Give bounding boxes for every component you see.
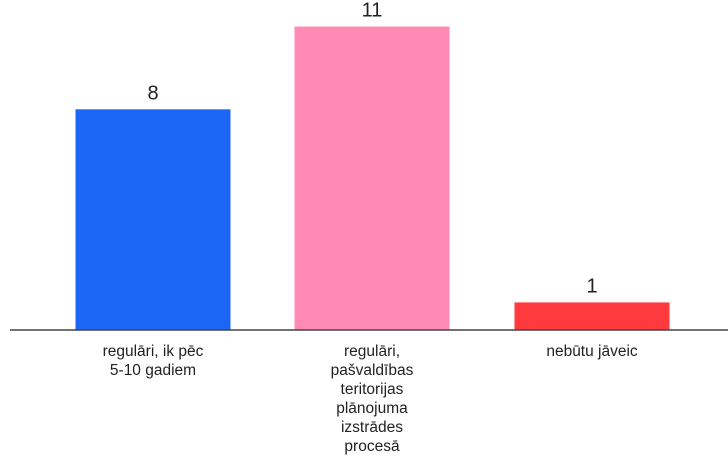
category-label-2-line-5: izstrādes <box>341 419 403 436</box>
value-label-2: 11 <box>362 0 383 22</box>
category-label-2-line-6: procesā <box>344 438 400 455</box>
bar-2 <box>294 26 450 330</box>
category-label-3: nebūtu jāveic <box>546 343 638 360</box>
value-label-1: 8 <box>147 82 158 104</box>
category-label-2-line-4: plānojuma <box>336 400 408 417</box>
category-label-2-line-1: regulāri, <box>344 343 400 360</box>
category-labels-group: regulāri, ik pēc 5-10 gadiem regulāri, pašv… <box>103 343 638 455</box>
category-label-1-line-2: 5-10 gadiem <box>110 362 196 379</box>
bar-3 <box>514 302 670 330</box>
bar-1 <box>75 109 231 330</box>
category-label-1-line-1: regulāri, ik pēc <box>103 343 204 360</box>
category-label-1: regulāri, ik pēc 5-10 gadiem <box>103 343 204 379</box>
category-label-2-line-2: pašvaldības <box>331 362 414 379</box>
category-label-3-line-1: nebūtu jāveic <box>546 343 638 360</box>
category-label-2-line-3: teritorijas <box>341 381 404 398</box>
bars-group <box>75 26 670 330</box>
value-label-3: 1 <box>586 275 597 297</box>
category-label-2: regulāri, pašvaldības teritorijas plānojuma… <box>331 343 414 455</box>
